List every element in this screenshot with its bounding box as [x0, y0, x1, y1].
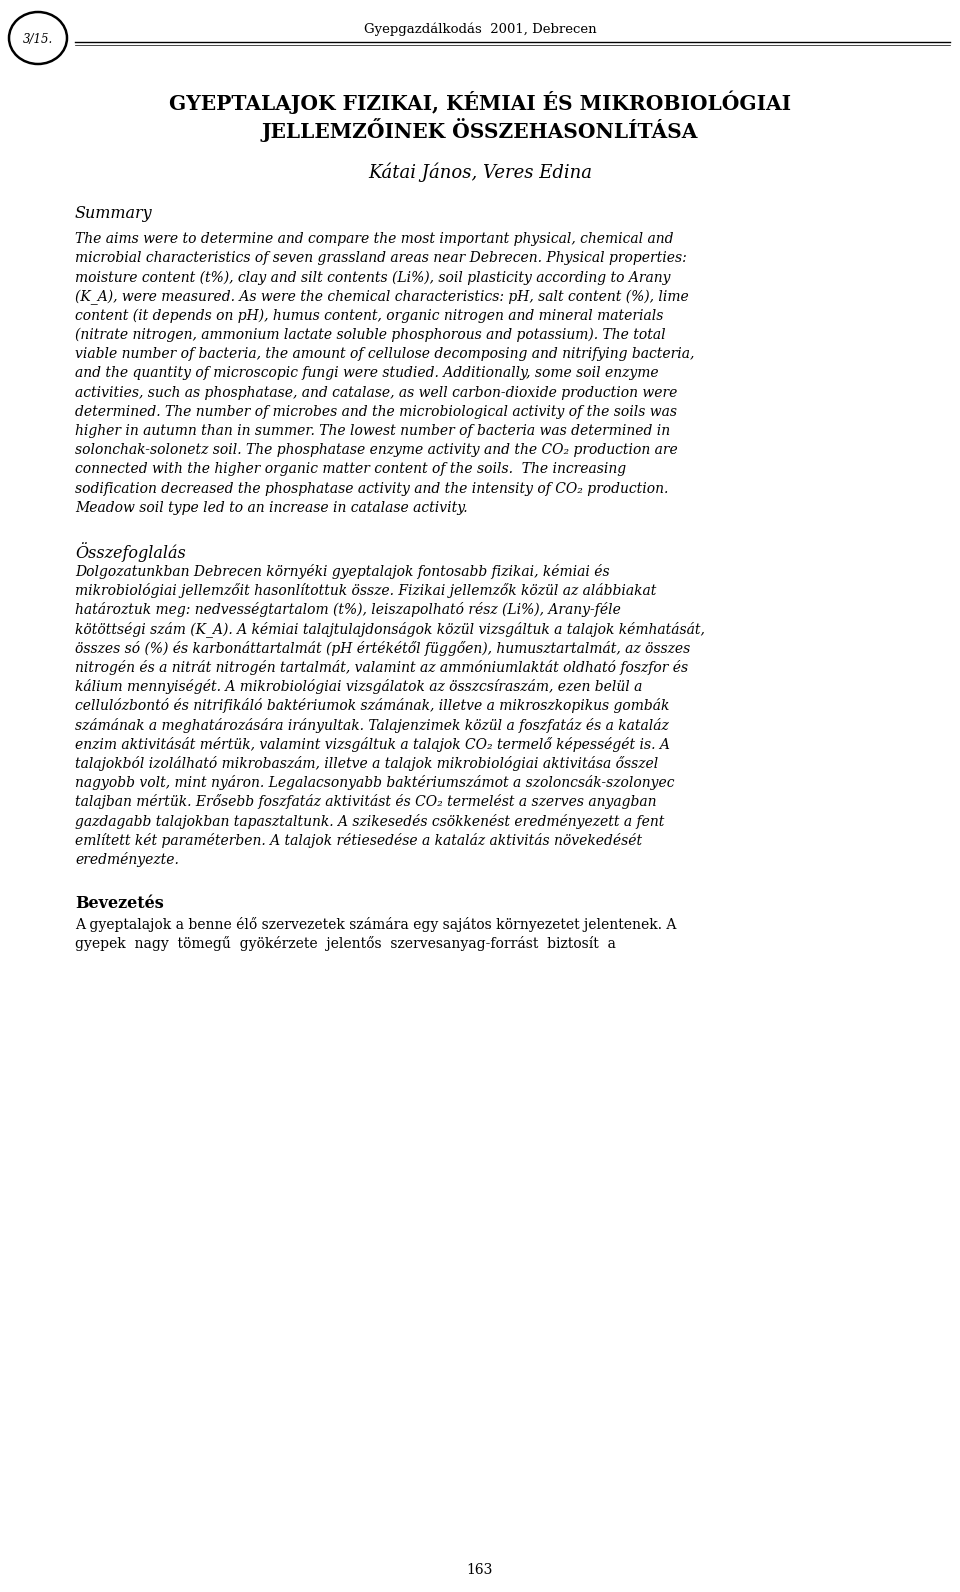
- Text: solonchak-solonetz soil. The phosphatase enzyme activity and the CO₂ production : solonchak-solonetz soil. The phosphatase…: [75, 443, 678, 457]
- Text: talajban mértük. Erősebb foszfatáz aktivitást és CO₂ termelést a szerves anyagba: talajban mértük. Erősebb foszfatáz aktiv…: [75, 794, 657, 809]
- Text: determined. The number of microbes and the microbiological activity of the soils: determined. The number of microbes and t…: [75, 404, 677, 419]
- Text: sodification decreased the phosphatase activity and the intensity of CO₂ product: sodification decreased the phosphatase a…: [75, 482, 668, 495]
- Text: content (it depends on pH), humus content, organic nitrogen and mineral material: content (it depends on pH), humus conten…: [75, 309, 663, 323]
- Text: JELLEMZŐINEK ÖSSZEHASONLÍTÁSA: JELLEMZŐINEK ÖSSZEHASONLÍTÁSA: [262, 118, 698, 142]
- Text: 163: 163: [467, 1563, 493, 1578]
- Text: 3/15.: 3/15.: [23, 33, 53, 46]
- Text: Kátai János, Veres Edina: Kátai János, Veres Edina: [368, 162, 592, 183]
- Text: említett két paraméterben. A talajok rétiesedése a kataláz aktivitás növekedését: említett két paraméterben. A talajok rét…: [75, 833, 642, 849]
- Text: (nitrate nitrogen, ammonium lactate soluble phosphorous and potassium). The tota: (nitrate nitrogen, ammonium lactate solu…: [75, 328, 665, 342]
- Text: moisture content (t%), clay and silt contents (Li%), soil plasticity according t: moisture content (t%), clay and silt con…: [75, 271, 670, 285]
- Text: and the quantity of microscopic fungi were studied. Additionally, some soil enzy: and the quantity of microscopic fungi we…: [75, 366, 659, 380]
- Text: enzim aktivitását mértük, valamint vizsgáltuk a talajok CO₂ termelő képességét i: enzim aktivitását mértük, valamint vizsg…: [75, 737, 670, 751]
- Text: eredményezte.: eredményezte.: [75, 852, 179, 868]
- Text: (K_A), were measured. As were the chemical characteristics: pH, salt content (%): (K_A), were measured. As were the chemic…: [75, 290, 688, 304]
- Text: microbial characteristics of seven grassland areas near Debrecen. Physical prope: microbial characteristics of seven grass…: [75, 252, 686, 266]
- Text: talajokból izolálható mikrobaszám, illetve a talajok mikrobiológiai aktivitása ő: talajokból izolálható mikrobaszám, illet…: [75, 756, 659, 771]
- Text: nitrogén és a nitrát nitrogén tartalmát, valamint az ammóniumlaktát oldható fosz: nitrogén és a nitrát nitrogén tartalmát,…: [75, 661, 688, 675]
- Text: gazdagabb talajokban tapasztaltunk. A szikesedés csökkenést eredményezett a fent: gazdagabb talajokban tapasztaltunk. A sz…: [75, 814, 664, 828]
- Text: A gyeptalajok a benne élő szervezetek számára egy sajátos környezetet jelentenek: A gyeptalajok a benne élő szervezetek sz…: [75, 917, 677, 933]
- Text: számának a meghatározására irányultak. Talajenzimek közül a foszfatáz és a katal: számának a meghatározására irányultak. T…: [75, 718, 669, 732]
- Text: határoztuk meg: nedvességtartalom (t%), leiszapolható rész (Li%), Arany-féle: határoztuk meg: nedvességtartalom (t%), …: [75, 602, 621, 618]
- Text: viable number of bacteria, the amount of cellulose decomposing and nitrifying ba: viable number of bacteria, the amount of…: [75, 347, 694, 361]
- Text: connected with the higher organic matter content of the soils.  The increasing: connected with the higher organic matter…: [75, 462, 626, 476]
- Text: Bevezetés: Bevezetés: [75, 895, 164, 912]
- Text: kötöttségi szám (K_A). A kémiai talajtulajdonságok közül vizsgáltuk a talajok ké: kötöttségi szám (K_A). A kémiai talajtul…: [75, 621, 705, 637]
- Text: kálium mennyiségét. A mikrobiológiai vizsgálatok az összcsíraszám, ezen belül a: kálium mennyiségét. A mikrobiológiai viz…: [75, 680, 642, 694]
- Text: mikrobiológiai jellemzőit hasonlítottuk össze. Fizikai jellemzők közül az alábbi: mikrobiológiai jellemzőit hasonlítottuk …: [75, 583, 657, 599]
- Text: nagyobb volt, mint nyáron. Legalacsonyabb baktériumszámot a szoloncsák-szolonyec: nagyobb volt, mint nyáron. Legalacsonyab…: [75, 775, 675, 790]
- Text: gyepek  nagy  tömegű  gyökérzete  jelentős  szervesanyag-forrást  biztosít  a: gyepek nagy tömegű gyökérzete jelentős s…: [75, 936, 616, 952]
- Text: activities, such as phosphatase, and catalase, as well carbon-dioxide production: activities, such as phosphatase, and cat…: [75, 385, 678, 400]
- Text: Összefoglalás: Összefoglalás: [75, 541, 185, 562]
- Text: GYEPTALAJOK FIZIKAI, KÉMIAI ÉS MIKROBIOLÓGIAI: GYEPTALAJOK FIZIKAI, KÉMIAI ÉS MIKROBIOL…: [169, 91, 791, 113]
- Text: összes só (%) és karbonáttartalmát (pH értékétől függően), humusztartalmát, az ö: összes só (%) és karbonáttartalmát (pH é…: [75, 642, 690, 656]
- Text: The aims were to determine and compare the most important physical, chemical and: The aims were to determine and compare t…: [75, 232, 674, 247]
- Text: higher in autumn than in summer. The lowest number of bacteria was determined in: higher in autumn than in summer. The low…: [75, 423, 670, 438]
- Text: Summary: Summary: [75, 205, 153, 221]
- Text: Meadow soil type led to an increase in catalase activity.: Meadow soil type led to an increase in c…: [75, 501, 468, 514]
- Text: cellulózbontó és nitrifikáló baktériumok számának, illetve a mikroszkopikus gomb: cellulózbontó és nitrifikáló baktériumok…: [75, 699, 669, 713]
- Text: Gyepgazdálkodás  2001, Debrecen: Gyepgazdálkodás 2001, Debrecen: [364, 22, 596, 35]
- Text: Dolgozatunkban Debrecen környéki gyeptalajok fontosabb fizikai, kémiai és: Dolgozatunkban Debrecen környéki gyeptal…: [75, 564, 610, 579]
